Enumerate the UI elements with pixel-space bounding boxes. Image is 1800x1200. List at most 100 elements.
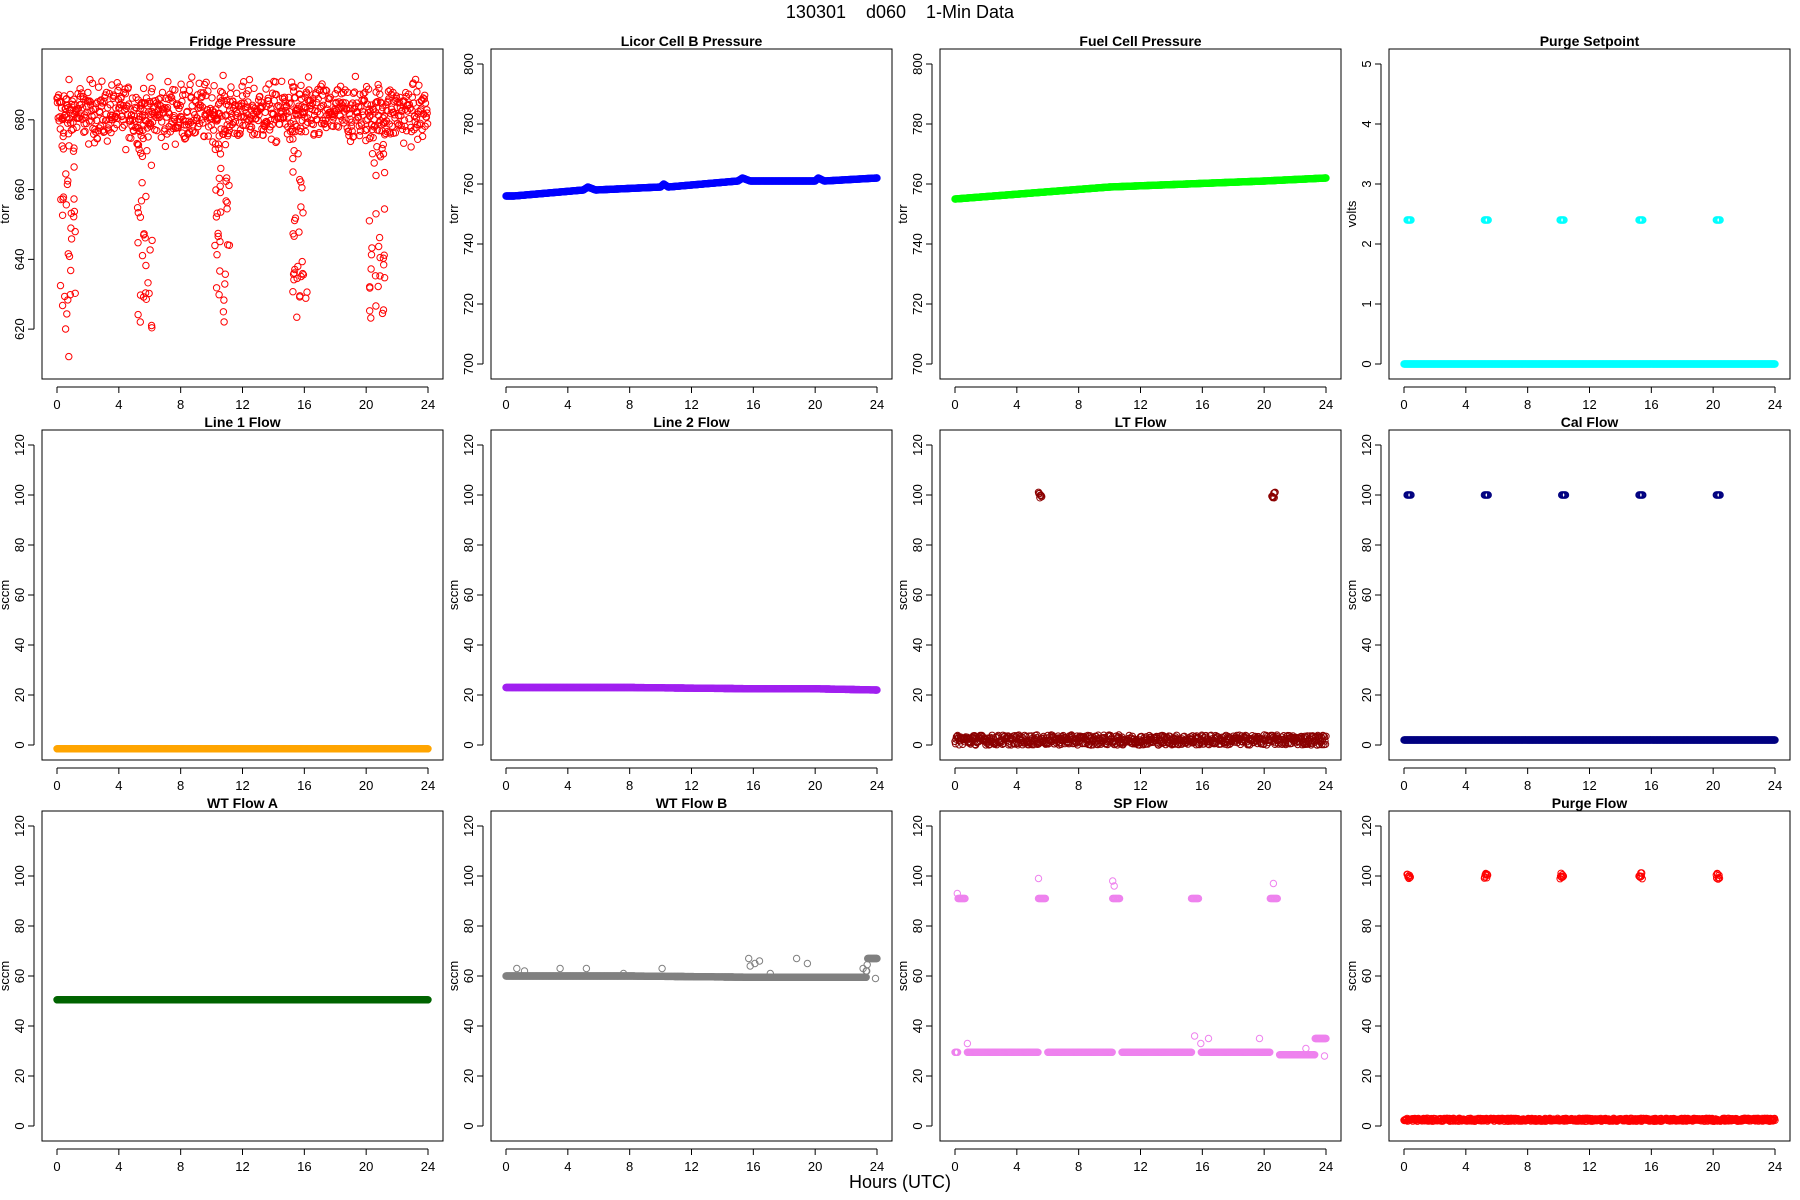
data-point	[200, 80, 209, 89]
data-point	[73, 123, 81, 132]
data-point	[78, 104, 87, 112]
data-point	[70, 195, 78, 203]
data-point	[181, 134, 190, 142]
x-tick-label: 8	[177, 397, 184, 412]
data-point	[233, 89, 241, 98]
data-point	[372, 210, 380, 218]
y-tick-label: 20	[910, 688, 925, 702]
x-tick-label: 8	[177, 778, 184, 793]
data-point	[65, 75, 73, 84]
x-tick-label: 20	[1257, 397, 1271, 412]
data-point	[165, 110, 174, 118]
y-tick-label: 660	[12, 179, 27, 201]
data-point	[153, 126, 161, 135]
data-point	[88, 79, 97, 88]
data-point	[249, 131, 257, 139]
data-point	[273, 137, 281, 145]
data-point	[93, 135, 102, 143]
data-point	[142, 192, 150, 201]
data-point	[372, 302, 380, 310]
data-point	[367, 251, 376, 259]
y-tick-label: 40	[461, 638, 476, 652]
data-point	[297, 178, 305, 186]
data-point	[415, 81, 423, 90]
data-point	[140, 107, 148, 115]
y-axis-label: volts	[1344, 200, 1359, 227]
data-point	[216, 267, 224, 275]
data-point	[261, 108, 269, 117]
data-point	[85, 97, 94, 105]
data-point	[304, 73, 313, 81]
data-point	[157, 133, 166, 142]
data-point	[295, 228, 303, 236]
data-point	[232, 111, 240, 119]
panel-title: Fuel Cell Pressure	[1079, 33, 1201, 49]
data-point	[238, 82, 246, 91]
data-point	[199, 119, 207, 127]
data-point	[147, 161, 156, 170]
x-tick-label: 20	[808, 778, 822, 793]
data-point	[273, 103, 281, 111]
data-point	[65, 352, 73, 361]
data-point	[254, 116, 262, 125]
data-point	[219, 308, 228, 316]
x-tick-label: 0	[951, 778, 958, 793]
data-point	[272, 138, 280, 147]
y-tick-label: 700	[461, 353, 476, 375]
x-tick-label: 4	[115, 778, 122, 793]
y-tick-label: 720	[910, 293, 925, 315]
y-axis-label: torr	[0, 204, 12, 224]
data-point	[211, 241, 219, 250]
data-point	[162, 94, 170, 103]
data-point	[59, 129, 68, 137]
data-point	[148, 84, 156, 93]
data-point	[237, 99, 246, 108]
data-point	[272, 90, 280, 99]
y-tick-label: 780	[910, 113, 925, 135]
data-point	[228, 109, 236, 118]
data-point	[400, 139, 408, 147]
x-tick-label: 8	[1075, 778, 1082, 793]
data-point	[184, 120, 193, 129]
y-axis-label: torr	[895, 204, 910, 224]
data-point	[62, 201, 71, 209]
x-tick-label: 24	[870, 778, 884, 793]
y-tick-label: 120	[461, 434, 476, 456]
data-point	[167, 93, 175, 101]
panel-title: LT Flow	[1115, 414, 1167, 430]
data-point	[62, 170, 70, 178]
data-point	[221, 280, 229, 288]
data-point	[250, 84, 258, 93]
data-point	[120, 88, 128, 97]
data-point	[106, 101, 114, 109]
data-point	[125, 100, 133, 108]
data-point	[256, 92, 264, 101]
data-point	[214, 114, 222, 123]
x-tick-label: 16	[1195, 397, 1209, 412]
y-tick-label: 4	[1359, 120, 1374, 127]
x-tick-label: 4	[115, 397, 122, 412]
data-point	[297, 81, 305, 90]
data-point	[97, 122, 105, 130]
y-tick-label: 20	[12, 688, 27, 702]
data-point	[375, 233, 384, 242]
data-point	[177, 113, 186, 122]
data-point	[164, 108, 173, 117]
data-point	[158, 88, 167, 97]
y-tick-label: 80	[12, 538, 27, 552]
x-tick-label: 8	[1075, 397, 1082, 412]
y-tick-label: 680	[12, 109, 27, 131]
data-point	[379, 140, 387, 149]
x-tick-label: 24	[421, 397, 435, 412]
data-point	[179, 86, 188, 94]
data-point	[370, 159, 378, 167]
data-point	[223, 205, 231, 213]
y-tick-label: 60	[910, 588, 925, 602]
x-tick-label: 0	[951, 397, 958, 412]
data-point	[147, 88, 156, 96]
data-point	[289, 154, 297, 163]
data-point	[67, 235, 76, 243]
